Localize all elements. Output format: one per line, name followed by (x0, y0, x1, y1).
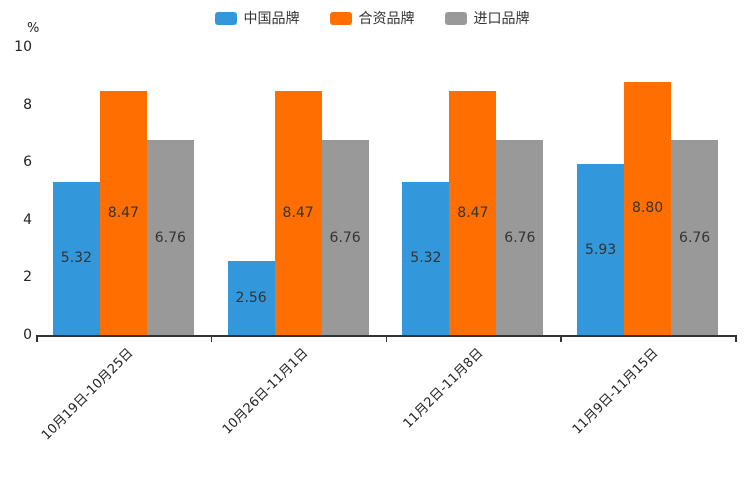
bar-value-label: 5.32 (410, 250, 442, 267)
legend-label: 进口品牌 (473, 11, 530, 27)
bar-value-label: 8.80 (632, 200, 664, 217)
bar-中国品牌: 5.93 (577, 164, 625, 335)
bar-中国品牌: 5.32 (402, 181, 450, 335)
y-tick-label: 10 (14, 39, 32, 55)
legend-item-1[interactable]: 合资品牌 (329, 8, 415, 28)
bar-合资品牌: 8.47 (99, 91, 147, 335)
y-tick-label: 8 (23, 96, 32, 113)
x-axis-tick (36, 335, 38, 342)
x-axis-tick (210, 335, 213, 342)
plot-area: 0 2 4 6 8 10 5.32 8.47 6.76 10月19日-10月25日 2.56 8.47… (14, 39, 737, 443)
y-tick-label: 4 (23, 211, 32, 228)
x-axis-tick (735, 335, 737, 342)
bar-group: 5.32 8.47 6.76 (402, 91, 544, 335)
bar-进口品牌: 6.76 (671, 140, 719, 335)
x-axis-label: 11月2日-11月8日 (400, 345, 487, 432)
bar-value-label: 8.47 (107, 205, 139, 222)
bar-进口品牌: 6.76 (321, 140, 369, 335)
bar-value-label: 2.56 (235, 290, 267, 307)
bar-中国品牌: 5.32 (52, 181, 100, 335)
legend-swatch-icon (444, 11, 467, 25)
legend-label: 合资品牌 (358, 11, 415, 27)
bar-value-label: 5.32 (60, 250, 92, 267)
bar-合资品牌: 8.47 (449, 91, 497, 335)
bar-value-label: 6.76 (679, 229, 711, 246)
bar-合资品牌: 8.80 (624, 81, 672, 335)
bar-进口品牌: 6.76 (496, 140, 544, 335)
legend-swatch-icon (329, 11, 352, 25)
legend-swatch-icon (214, 11, 237, 25)
bar-group: 2.56 8.47 6.76 (227, 91, 369, 335)
x-axis-label: 10月19日-10月25日 (39, 345, 137, 444)
legend-item-2[interactable]: 进口品牌 (444, 8, 530, 28)
bar-value-label: 8.47 (457, 205, 489, 222)
y-axis-unit-label: % (27, 21, 40, 36)
legend-item-0[interactable]: 中国品牌 (214, 8, 300, 28)
x-axis-label: 10月26日-11月1日 (219, 345, 312, 438)
bar-value-label: 6.76 (154, 229, 186, 246)
bar-value-label: 6.76 (329, 229, 361, 246)
chart-legend: 中国品牌 合资品牌 进口品牌 (0, 8, 744, 28)
y-tick-label: 6 (23, 154, 32, 171)
y-tick-label: 0 (23, 327, 32, 343)
bar-进口品牌: 6.76 (146, 140, 194, 335)
x-axis-tick (385, 335, 387, 342)
bar-group: 5.93 8.80 6.76 (577, 81, 719, 335)
bar-value-label: 8.47 (282, 205, 314, 222)
legend-label: 中国品牌 (243, 11, 300, 27)
bar-中国品牌: 2.56 (227, 261, 275, 335)
y-tick-label: 2 (23, 269, 32, 286)
bar-value-label: 6.76 (504, 229, 536, 246)
bar-value-label: 5.93 (585, 241, 617, 258)
x-axis-label: 11月9日-11月15日 (569, 345, 662, 438)
x-axis-tick (560, 335, 562, 342)
bar-合资品牌: 8.47 (274, 91, 322, 335)
bar-group: 5.32 8.47 6.76 (52, 91, 194, 335)
